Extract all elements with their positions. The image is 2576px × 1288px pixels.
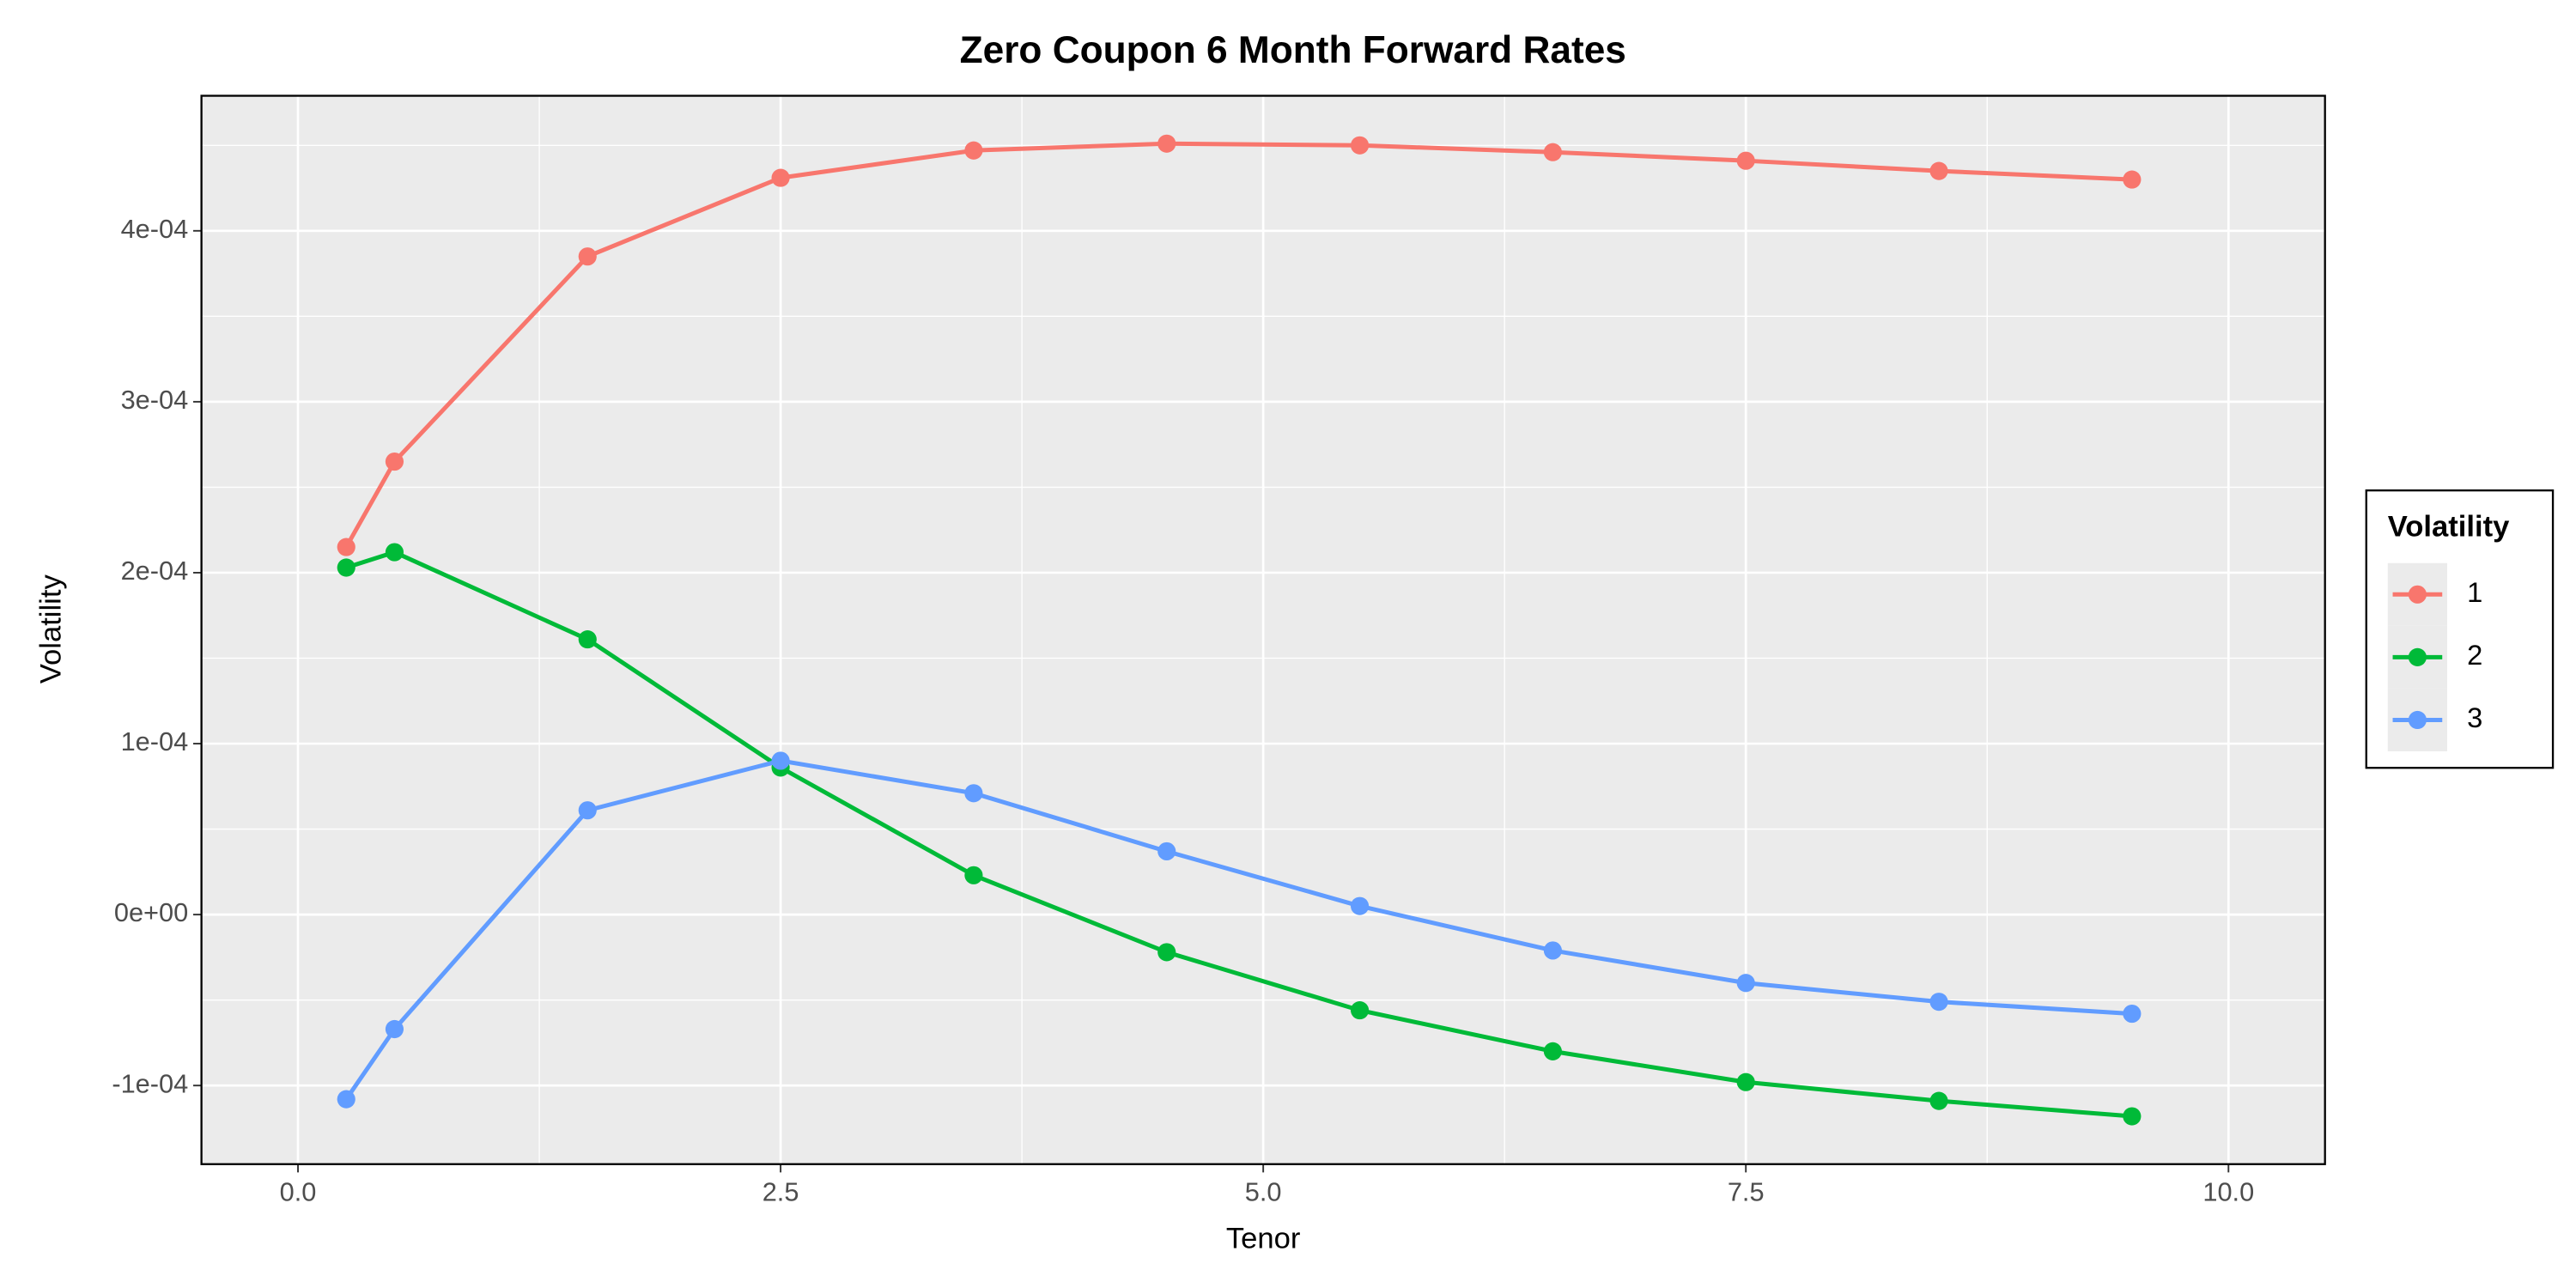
point [964,866,983,884]
legend-point [2408,647,2427,666]
panel-border [200,94,2326,1165]
y-axis-title: Volatility [35,574,68,684]
point [385,1019,404,1039]
x-tick-label: 7.5 [1728,1177,1765,1207]
point [964,141,983,160]
y-tick-label: 3e-04 [121,385,189,415]
legend-label: 3 [2467,702,2482,733]
point [1929,993,1948,1012]
point [337,1090,355,1109]
x-tick-label: 2.5 [762,1177,799,1207]
legend-label: 2 [2467,639,2482,671]
y-tick-label: 2e-04 [121,556,189,586]
y-tick-label: 4e-04 [121,214,189,244]
point [1350,896,1370,915]
point [2123,1107,2142,1126]
legend-point [2408,710,2427,730]
point [385,452,404,471]
point [1736,1072,1755,1091]
point [1350,1001,1370,1020]
point [2123,170,2142,189]
x-axis-title: Tenor [1226,1222,1301,1255]
point [578,247,597,266]
legend-label: 1 [2467,576,2482,608]
point [1736,151,1755,170]
x-tick-label: 10.0 [2202,1177,2254,1207]
point [1157,134,1176,153]
point [1929,1091,1948,1110]
y-tick-label: 0e+00 [114,897,188,927]
legend-title: Volatility [2388,511,2510,544]
point [2123,1005,2142,1024]
point [1736,974,1755,993]
x-tick-label: 5.0 [1245,1177,1282,1207]
point [1157,841,1176,861]
point [337,538,355,556]
point [964,784,983,803]
point [1543,941,1562,960]
x-tick-label: 0.0 [280,1177,317,1207]
point [1929,161,1948,180]
y-tick-label: -1e-04 [112,1068,188,1098]
point [1543,1042,1562,1060]
y-tick-label: 1e-04 [121,726,189,756]
point [578,801,597,820]
point [771,751,790,770]
point [337,558,355,577]
point [771,168,790,187]
point [1543,143,1562,161]
chart-title: Zero Coupon 6 Month Forward Rates [960,29,1626,71]
point [385,543,404,562]
point [1157,943,1176,962]
point [578,630,597,649]
legend-point [2408,585,2427,604]
point [1350,136,1370,155]
